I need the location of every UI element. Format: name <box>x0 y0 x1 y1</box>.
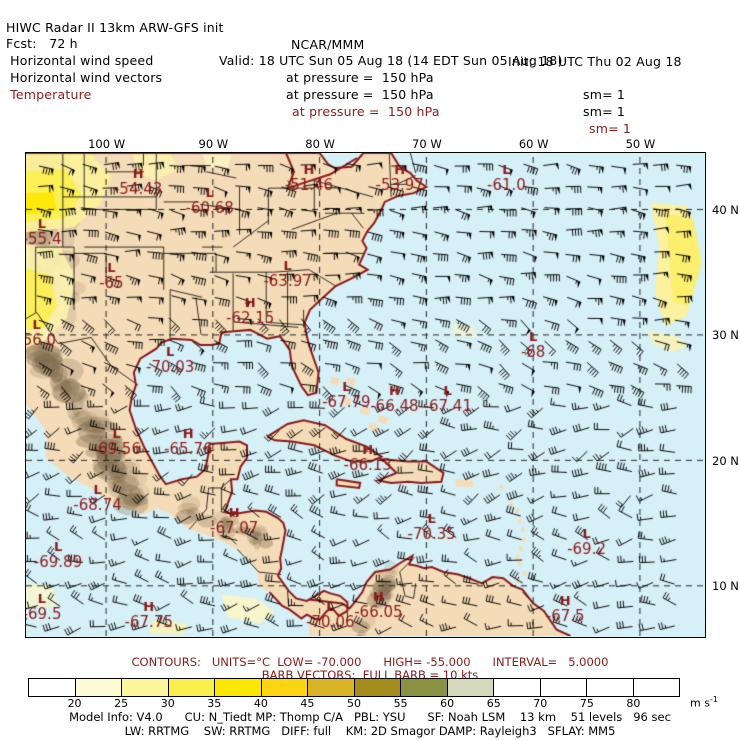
lat-label: 40 N <box>712 202 739 217</box>
model-title: HIWC Radar II 13km ARW-GFS init <box>6 20 224 35</box>
model-info-line-1: Model Info: V4.0 CU: N_Tiedt MP: Thomp C… <box>69 710 671 724</box>
lat-label: 30 N <box>712 328 739 343</box>
field-wind-speed-sm: sm= 1 <box>583 87 626 102</box>
contour-info-line: CONTOURS: UNITS=°C LOW= -70.000 HIGH= -5… <box>131 655 609 669</box>
field-wind-vectors-sm: sm= 1 <box>583 104 626 119</box>
colorbar-cell <box>261 679 308 696</box>
colorbar-tick: 20 <box>67 697 82 710</box>
colorbar-tick: 40 <box>253 697 268 710</box>
field-wind-vectors: Horizontal wind vectors <box>6 70 163 85</box>
field-temperature-sm: sm= 1 <box>589 121 632 136</box>
colorbar-tick: 80 <box>626 697 641 710</box>
colorbar-cell <box>215 679 262 696</box>
colorbar-tick: 75 <box>579 697 594 710</box>
valid-time: Valid: 18 UTC Sun 05 Aug 18 (14 EDT Sun … <box>219 53 563 68</box>
field-wind-vectors-level: at pressure = 150 hPa <box>286 87 434 102</box>
colorbar-tick: 45 <box>300 697 315 710</box>
colorbar-tick-labels: 20 25 30 35 40 45 50 55 60 65 70 75 80 <box>28 697 680 711</box>
model-info-line-2: LW: RRTMG SW: RRTMG DIFF: full KM: 2D Sm… <box>124 724 616 738</box>
colorbar-tick: 55 <box>393 697 408 710</box>
forecast-hour: Fcst: 72 h <box>6 36 78 51</box>
colorbar-cell <box>494 679 541 696</box>
colorbar-tick: 50 <box>347 697 361 710</box>
lat-label: 10 N <box>712 579 739 594</box>
header-line-4: Horizontal wind vectors at pressure = 15… <box>0 52 740 119</box>
field-wind-speed-level: at pressure = 150 hPa <box>286 70 434 85</box>
model-center: NCAR/MMM <box>291 37 365 52</box>
colorbar-cell <box>447 679 494 696</box>
colorbar-tick: 25 <box>114 697 129 710</box>
field-temperature: Temperature <box>6 87 92 102</box>
colorbar-cell <box>401 679 448 696</box>
colorbar-tick: 60 <box>440 697 455 710</box>
colorbar-tick: 35 <box>207 697 222 710</box>
map-plot-area[interactable] <box>25 152 706 638</box>
colorbar-cell <box>122 679 169 696</box>
colorbar[interactable] <box>28 678 680 697</box>
lon-label: 90 W <box>198 137 229 151</box>
map-canvas <box>26 153 704 636</box>
colorbar-cell <box>308 679 355 696</box>
header-line-2: Fcst: 72 h Valid: 18 UTC Sun 05 Aug 18 (… <box>0 18 740 68</box>
field-wind-speed: Horizontal wind speed <box>6 53 154 68</box>
header-line-1: HIWC Radar II 13km ARW-GFS init NCAR/MMM… <box>0 2 740 69</box>
colorbar-cell <box>633 679 679 696</box>
colorbar-cell <box>587 679 634 696</box>
colorbar-cell <box>354 679 401 696</box>
colorbar-cell <box>540 679 587 696</box>
field-temperature-level: at pressure = 150 hPa <box>292 104 440 119</box>
lat-label: 20 N <box>712 453 739 468</box>
colorbar-cell <box>75 679 122 696</box>
header-line-5: Temperature at pressure = 150 hPa sm= 1 <box>0 69 740 136</box>
colorbar-units-label: m s-1 <box>690 695 718 710</box>
lon-label: 60 W <box>518 137 549 151</box>
colorbar-cell <box>29 679 76 696</box>
colorbar-units-text: m s <box>690 696 710 710</box>
colorbar-units-exponent: -1 <box>709 695 718 704</box>
header-block: HIWC Radar II 13km ARW-GFS init NCAR/MMM… <box>0 0 740 136</box>
colorbar-tick: 30 <box>160 697 175 710</box>
colorbar-tick: 70 <box>533 697 548 710</box>
colorbar-tick: 65 <box>486 697 501 710</box>
init-time: Init: 18 UTC Thu 02 Aug 18 <box>508 54 682 69</box>
lon-label: 70 W <box>412 137 442 151</box>
lon-label: 50 W <box>625 137 656 151</box>
lon-label: 80 W <box>305 137 335 151</box>
model-info-block: Model Info: V4.0 CU: N_Tiedt MP: Thomp C… <box>0 710 740 738</box>
header-line-3: Horizontal wind speed at pressure = 150 … <box>0 35 740 102</box>
colorbar-cell <box>168 679 215 696</box>
lon-label: 100 W <box>88 137 126 151</box>
